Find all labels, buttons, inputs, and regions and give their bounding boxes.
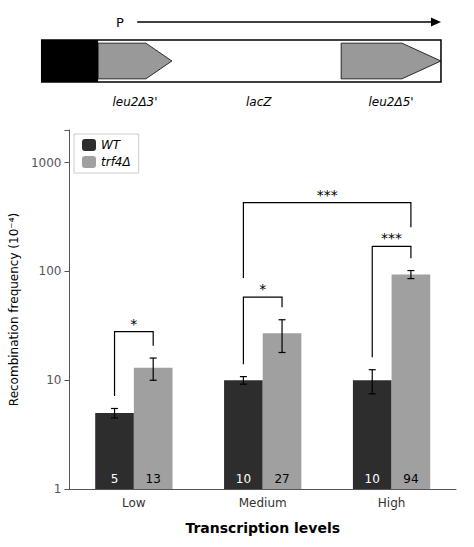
- svg-text:High: High: [378, 496, 406, 510]
- svg-text:Transcription levels: Transcription levels: [185, 520, 340, 536]
- svg-text:***: ***: [381, 230, 402, 246]
- svg-text:27: 27: [274, 472, 289, 486]
- svg-text:P: P: [116, 15, 124, 30]
- svg-text:100: 100: [39, 264, 62, 278]
- svg-text:leu2Δ5': leu2Δ5': [369, 95, 414, 109]
- svg-text:13: 13: [146, 472, 161, 486]
- svg-text:***: ***: [317, 187, 338, 203]
- svg-text:5: 5: [111, 472, 119, 486]
- svg-text:lacZ: lacZ: [246, 95, 272, 109]
- svg-text:*: *: [259, 281, 266, 297]
- svg-text:Recombination frequency (10⁻⁴): Recombination frequency (10⁻⁴): [7, 213, 21, 406]
- svg-text:1: 1: [54, 482, 62, 496]
- svg-text:Medium: Medium: [239, 496, 287, 510]
- svg-text:10: 10: [46, 373, 61, 387]
- svg-text:WT: WT: [101, 138, 122, 152]
- svg-text:10: 10: [365, 472, 380, 486]
- svg-text:10: 10: [236, 472, 251, 486]
- svg-text:trf4Δ: trf4Δ: [101, 155, 131, 169]
- svg-text:94: 94: [403, 472, 418, 486]
- svg-text:*: *: [130, 316, 137, 332]
- svg-text:1000: 1000: [31, 156, 62, 170]
- svg-text:Low: Low: [122, 496, 146, 510]
- svg-text:leu2Δ3': leu2Δ3': [112, 95, 157, 109]
